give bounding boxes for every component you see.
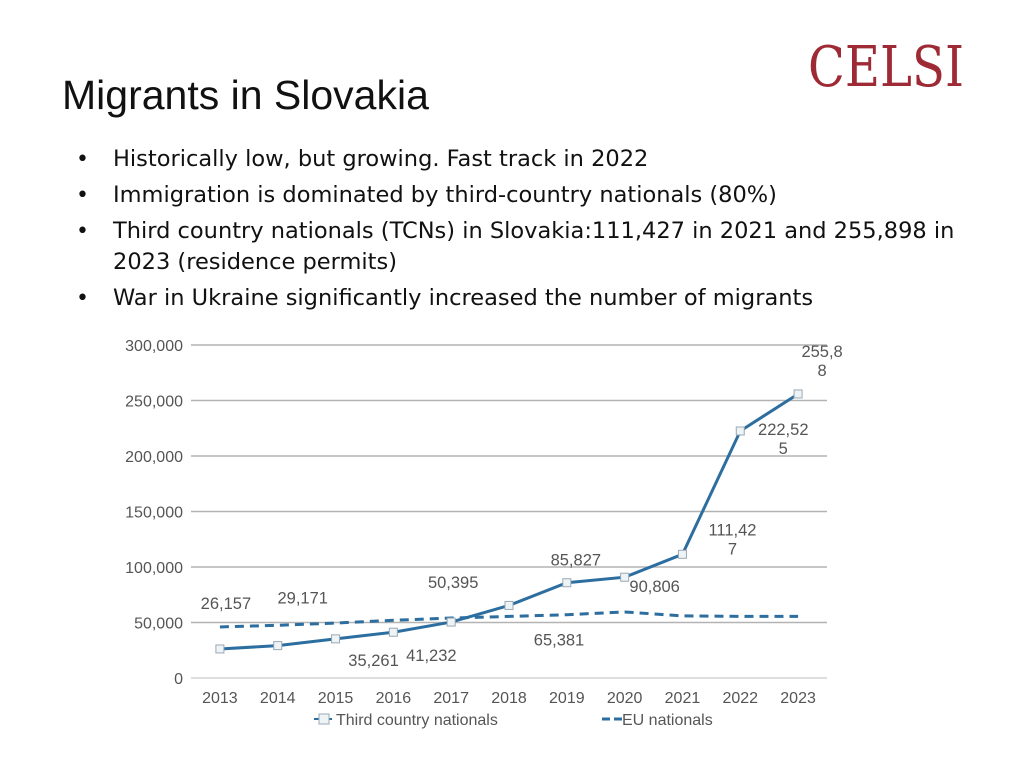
celsi-logo-text: CELSI bbox=[808, 36, 964, 92]
x-tick-label: 2018 bbox=[491, 690, 527, 707]
legend-label: EU nationals bbox=[622, 712, 713, 729]
x-tick-label: 2021 bbox=[665, 690, 701, 707]
x-tick-label: 2022 bbox=[722, 690, 758, 707]
legend-swatch-marker bbox=[318, 713, 330, 725]
data-point-marker bbox=[504, 600, 514, 610]
y-tick-label: 200,000 bbox=[125, 449, 183, 466]
data-point-marker bbox=[331, 634, 341, 644]
x-tick-label: 2014 bbox=[260, 690, 296, 707]
y-tick-label: 100,000 bbox=[125, 560, 183, 577]
data-label: 255,8 8 bbox=[801, 343, 842, 380]
data-label: 85,827 bbox=[551, 552, 601, 570]
data-label: 41,232 bbox=[406, 647, 456, 665]
data-point-marker bbox=[215, 644, 225, 654]
y-tick-label: 150,000 bbox=[125, 505, 183, 522]
celsi-logo: CELSI bbox=[808, 36, 964, 92]
data-label: 65,381 bbox=[534, 631, 584, 649]
data-label: 26,157 bbox=[201, 595, 251, 613]
line-chart: 0 50,000 100,000 150,000 200,000 250,000 300,0… bbox=[125, 338, 843, 729]
x-tick-label: 2019 bbox=[549, 690, 585, 707]
data-point-marker bbox=[446, 617, 456, 627]
y-tick-label: 50,000 bbox=[134, 616, 183, 633]
data-label: 90,806 bbox=[629, 578, 679, 596]
data-label: 29,171 bbox=[277, 590, 327, 608]
x-tick-label: 2023 bbox=[780, 690, 816, 707]
bullet-item: War in Ukraine significantly increased t… bbox=[72, 283, 972, 314]
bullet-item: Historically low, but growing. Fast trac… bbox=[72, 144, 972, 175]
y-tick-label: 300,000 bbox=[125, 338, 183, 355]
legend-label: Third country nationals bbox=[336, 712, 498, 729]
data-label: 111,42 7 bbox=[708, 521, 756, 558]
x-tick-label: 2017 bbox=[433, 690, 469, 707]
data-point-marker bbox=[562, 578, 572, 588]
data-point-marker bbox=[735, 426, 745, 436]
x-tick-label: 2013 bbox=[202, 690, 238, 707]
slide-title: Migrants in Slovakia bbox=[62, 72, 429, 118]
series-line-eu-nationals bbox=[219, 610, 799, 629]
y-tick-label: 0 bbox=[174, 671, 183, 688]
bullet-item: Immigration is dominated by third-countr… bbox=[72, 180, 972, 211]
x-tick-label: 2020 bbox=[607, 690, 643, 707]
data-point-marker bbox=[677, 549, 687, 559]
x-tick-label: 2015 bbox=[318, 690, 354, 707]
data-point-marker bbox=[388, 627, 398, 637]
bullet-list: Historically low, but growing. Fast trac… bbox=[72, 144, 972, 319]
data-point-marker bbox=[620, 572, 630, 582]
data-label: 222,52 5 bbox=[758, 421, 808, 458]
bullet-item: Third country nationals (TCNs) in Slovak… bbox=[72, 216, 972, 278]
data-label: 35,261 bbox=[348, 652, 398, 670]
data-point-marker bbox=[273, 641, 283, 651]
data-point-marker bbox=[793, 389, 803, 399]
data-label: 50,395 bbox=[428, 574, 478, 592]
y-tick-label: 250,000 bbox=[125, 394, 183, 411]
x-tick-label: 2016 bbox=[376, 690, 412, 707]
